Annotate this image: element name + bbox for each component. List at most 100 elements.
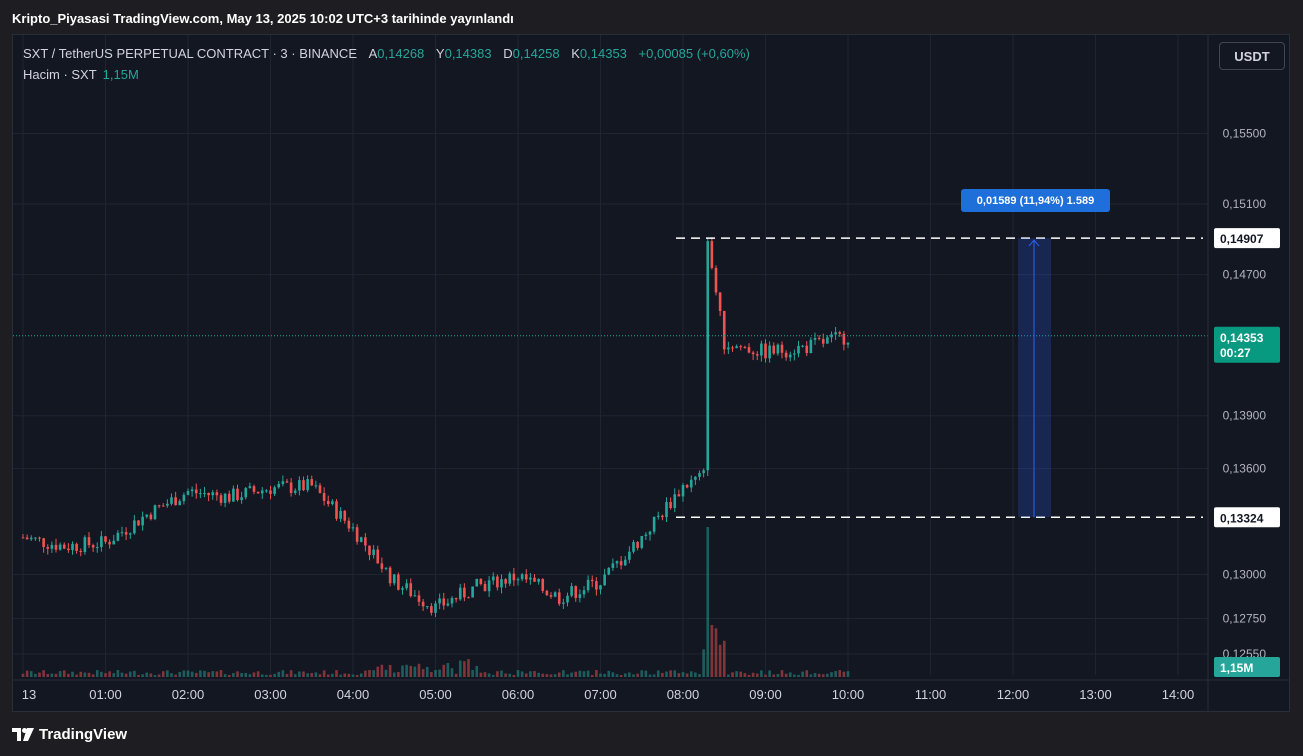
y-tick-label: 0,15500 — [1223, 126, 1267, 140]
candle-body — [735, 346, 738, 349]
candle-body — [310, 479, 314, 486]
candle-body — [698, 473, 701, 477]
candle-body — [170, 497, 173, 504]
candle-body — [834, 332, 837, 335]
candle-body — [21, 537, 25, 539]
volume-bar — [722, 640, 726, 677]
candle-body — [260, 490, 264, 494]
last-price-badge-text: 0,14353 — [1220, 331, 1264, 345]
candle-body — [615, 561, 619, 564]
volume-bar — [298, 671, 301, 677]
volume-bar — [656, 670, 660, 677]
published-title: Kripto_Piyasasi TradingView.com, May 13,… — [12, 11, 514, 26]
candle-body — [273, 487, 276, 494]
volume-bar — [269, 674, 272, 677]
volume-bar — [75, 674, 78, 677]
volume-bar — [306, 673, 309, 677]
volume-bar — [702, 649, 705, 677]
candle-body — [161, 505, 165, 507]
candle-body — [743, 347, 747, 349]
volume-label[interactable]: Hacim · SXT — [23, 67, 97, 82]
volume-bar — [623, 673, 627, 677]
volume-bar — [768, 670, 771, 677]
volume-bar — [685, 673, 689, 677]
volume-bar — [739, 671, 743, 677]
volume-bar — [520, 671, 524, 677]
candle-body — [281, 481, 285, 484]
candle-body — [331, 501, 334, 504]
candle-body — [842, 333, 846, 345]
measure-bottom-badge-text: 0,13324 — [1220, 511, 1264, 525]
candle-body — [623, 559, 627, 566]
volume-bar — [368, 670, 371, 677]
volume-bar — [665, 671, 668, 677]
chart-area[interactable]: 0,15500 0,15100 0,14700 0,13900 0,13600 0,130… — [12, 34, 1290, 712]
candle-body — [780, 344, 784, 353]
candle-body — [764, 343, 767, 359]
volume-bar — [553, 674, 557, 677]
volume-bar — [545, 674, 549, 677]
volume-bar — [793, 674, 796, 677]
volume-bar — [595, 670, 598, 677]
volume-legend: Hacim · SXT 1,15M — [23, 67, 139, 82]
volume-bar — [421, 669, 425, 677]
symbol-name[interactable]: SXT / TetherUS PERPETUAL CONTRACT · 3 · … — [23, 46, 357, 61]
candle-body — [463, 587, 466, 598]
volume-bar — [644, 670, 648, 677]
volume-bar — [776, 674, 780, 677]
candle-body — [425, 606, 429, 608]
volume-bar — [112, 673, 116, 677]
volume-bar — [29, 671, 33, 677]
volume-bar — [557, 672, 561, 677]
volume-bar — [62, 670, 66, 677]
volume-bar — [438, 669, 441, 677]
volume-bar — [615, 674, 619, 677]
candle-body — [166, 503, 169, 506]
candle-body — [537, 579, 540, 582]
volume-bar — [801, 671, 804, 677]
volume-bar — [784, 673, 788, 677]
volume-bar — [364, 670, 367, 677]
volume-bar — [632, 674, 635, 677]
candle-body — [306, 479, 309, 491]
volume-bar — [508, 673, 512, 677]
volume-bar — [640, 670, 644, 677]
candle-body — [314, 485, 318, 487]
candle-body — [368, 545, 371, 556]
volume-bar — [170, 673, 173, 677]
candle-body — [809, 339, 813, 354]
candle-body — [343, 510, 347, 521]
currency-button[interactable]: USDT — [1219, 42, 1285, 70]
last-price-badge-bg — [1214, 326, 1280, 363]
candle-body — [265, 490, 268, 492]
volume-bar — [100, 671, 103, 677]
candle-body — [545, 590, 549, 596]
candle-body — [640, 535, 644, 548]
candle-body — [491, 576, 495, 581]
candle-body — [380, 563, 384, 569]
volume-bar — [285, 673, 289, 677]
candle-body — [755, 354, 759, 356]
candle-body — [549, 595, 553, 597]
candle-body — [731, 347, 734, 349]
candle-body — [227, 493, 231, 502]
volume-bar — [706, 527, 710, 677]
volume-bar — [446, 662, 450, 677]
candle-body — [364, 537, 367, 546]
candle-body — [256, 491, 260, 494]
tradingview-logo[interactable]: TradingView — [12, 726, 127, 743]
volume-bar — [244, 672, 248, 677]
candle-body — [38, 537, 41, 539]
candle-body — [178, 501, 182, 506]
candle-body — [751, 352, 755, 355]
volume-bar — [772, 674, 776, 677]
volume-bar — [743, 673, 747, 677]
candle-body — [79, 550, 83, 553]
candle-body — [665, 501, 668, 518]
candle-body — [339, 510, 342, 519]
volume-bar — [104, 673, 107, 677]
candle-body — [133, 520, 136, 534]
chart-canvas[interactable]: 0,15500 0,15100 0,14700 0,13900 0,13600 0,130… — [13, 35, 1290, 712]
volume-bar — [751, 672, 755, 677]
candle-body — [372, 549, 375, 556]
